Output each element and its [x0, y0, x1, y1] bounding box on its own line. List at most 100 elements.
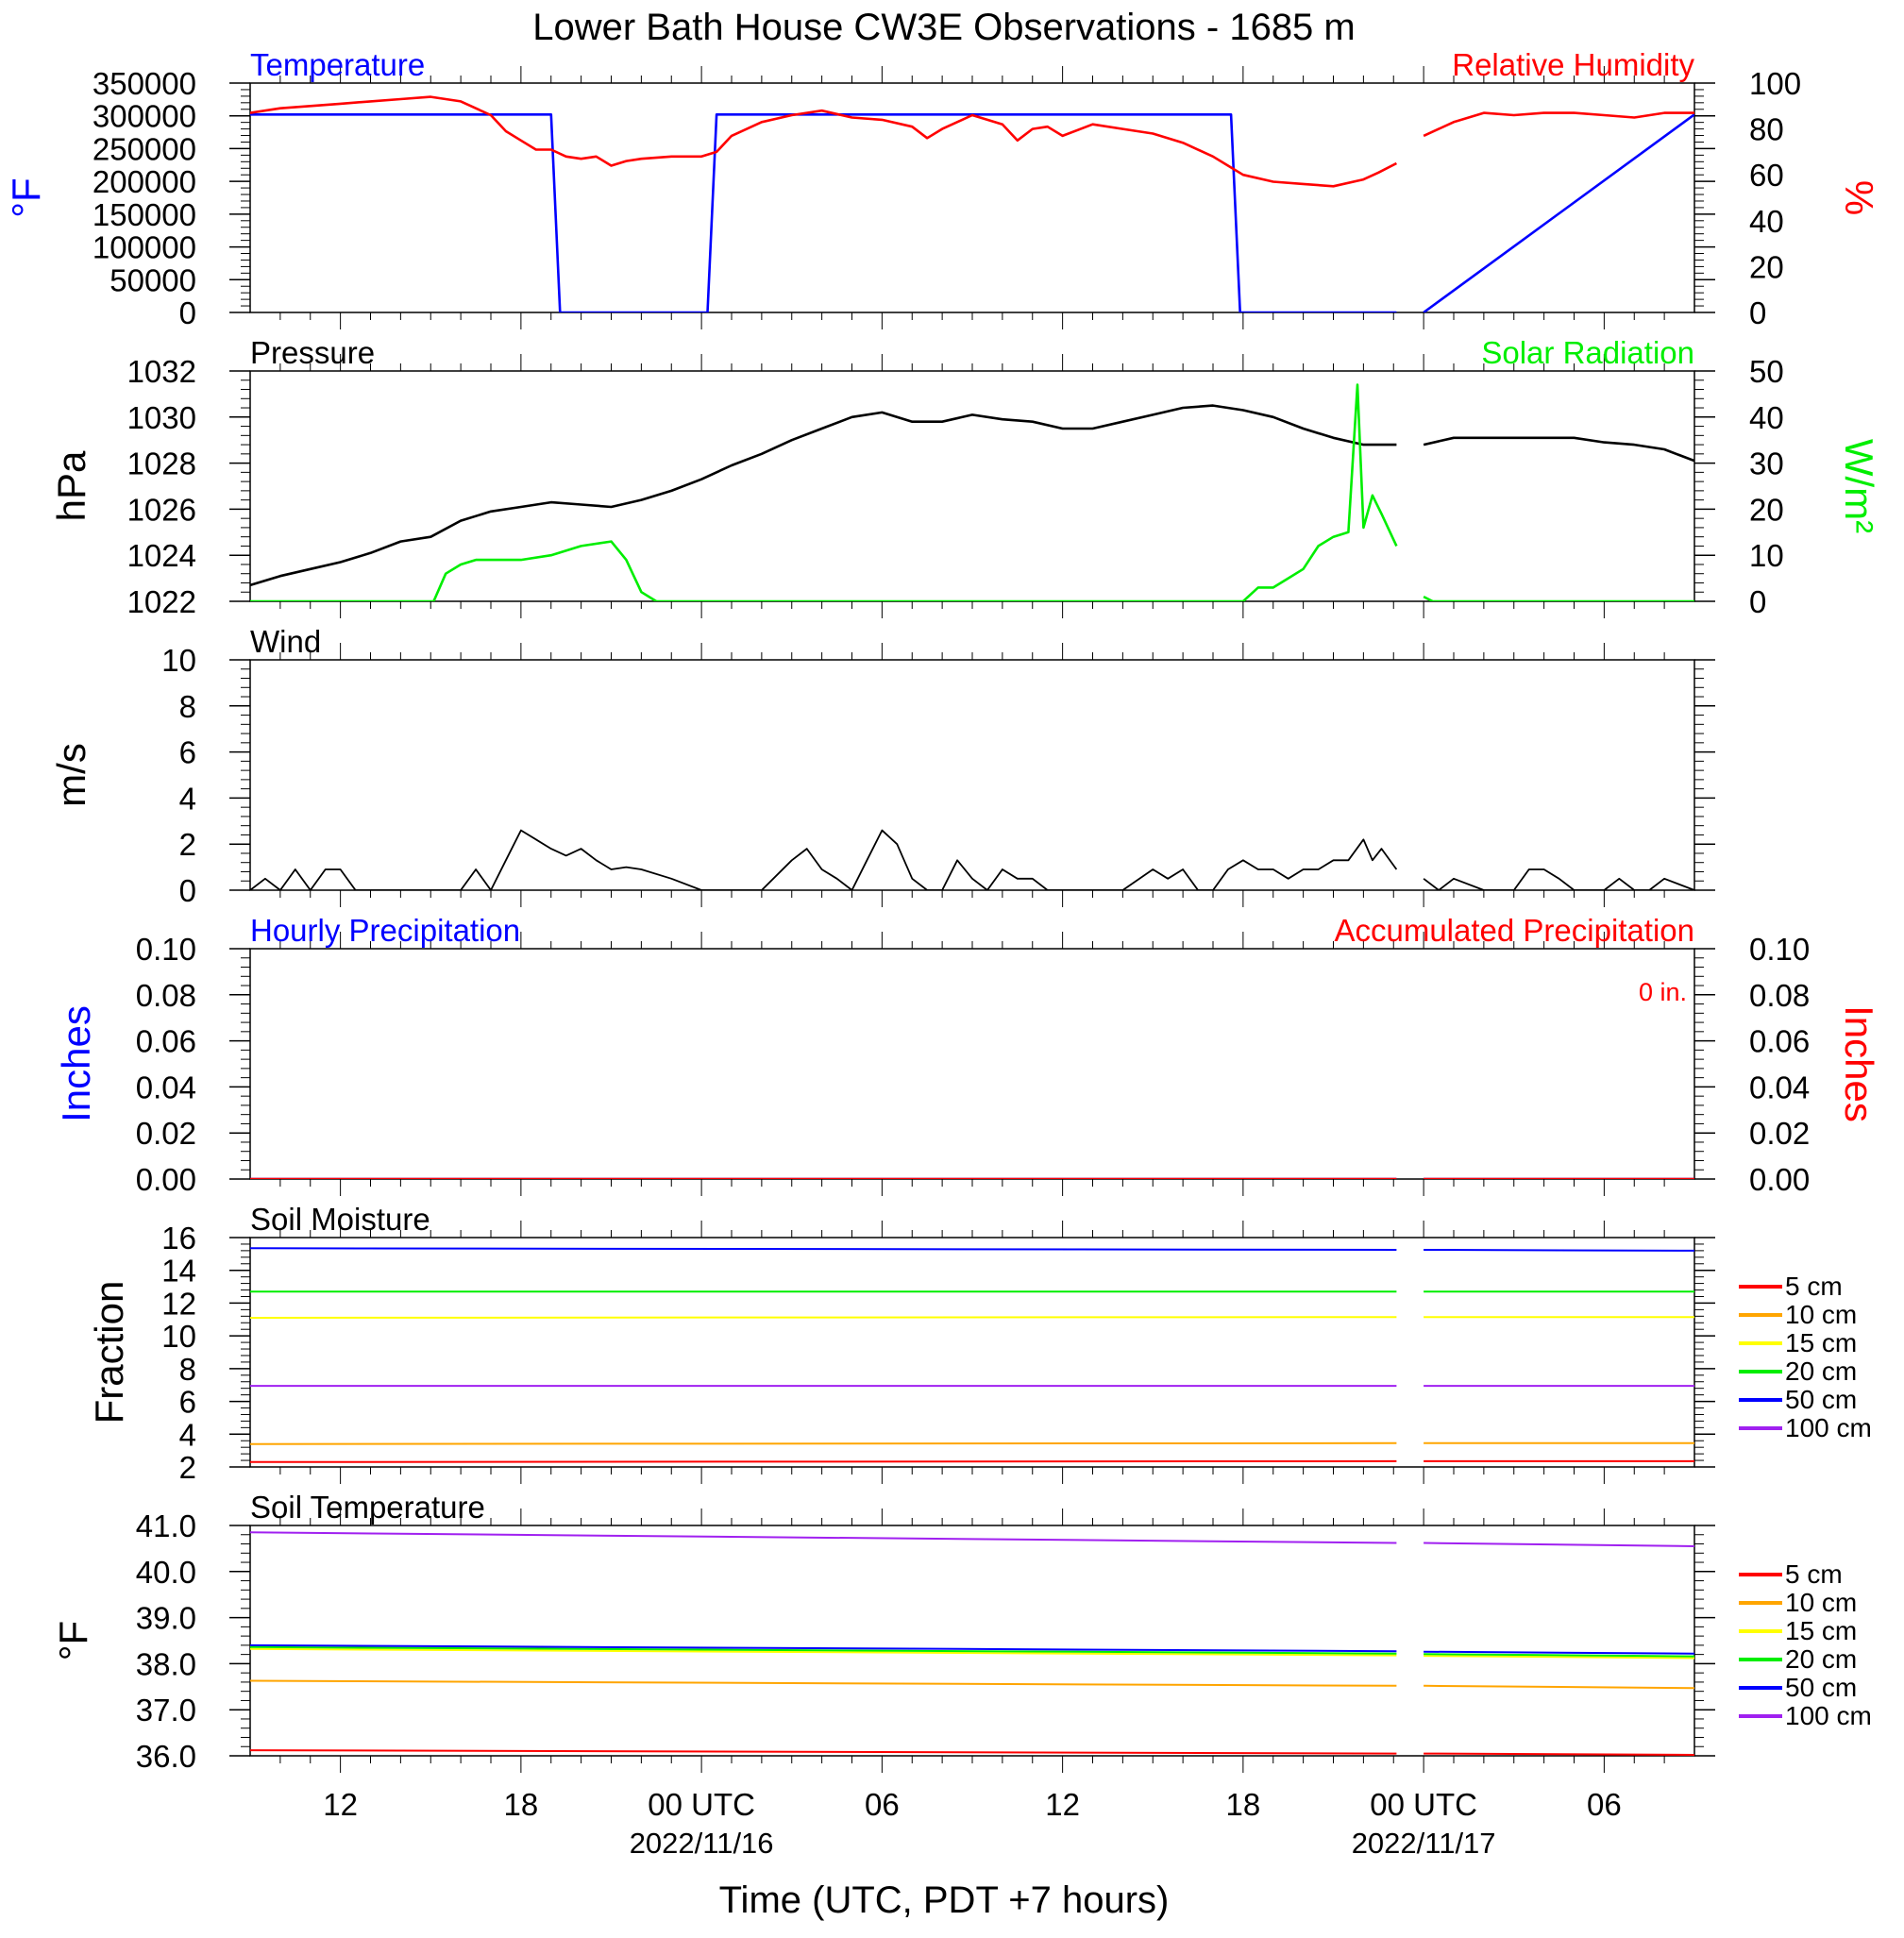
y-tick-label-left: 250000	[93, 131, 196, 166]
y-tick-label-left: 10	[161, 643, 196, 678]
x-tick-label: 18	[504, 1787, 539, 1822]
legend-label: 100 cm	[1785, 1413, 1872, 1442]
y-tick-label-right: 20	[1749, 492, 1784, 527]
x-tick-label: 12	[323, 1787, 358, 1822]
y-tick-label-left: 38.0	[136, 1646, 196, 1681]
time-axis-labels: 12 18 00 UTC 2022/11/16 06 12 18 00 UTC 2022/11/…	[323, 1787, 1621, 1860]
y-axis-title-left: °F	[4, 177, 48, 217]
panel-title-left: Wind	[250, 624, 321, 659]
y-tick-label-left: 40.0	[136, 1555, 196, 1590]
y-tick-label-right: 0.04	[1749, 1070, 1810, 1104]
y-tick-label-left: 4	[179, 1417, 196, 1452]
y-tick-label-left: 2	[179, 1450, 196, 1485]
y-tick-label-left: 1024	[127, 538, 196, 573]
legend-label: 5 cm	[1785, 1272, 1843, 1301]
panel-title-left: Soil Moisture	[250, 1202, 430, 1237]
x-axis-title: Time (UTC, PDT +7 hours)	[719, 1879, 1170, 1921]
y-tick-label-right: 0	[1749, 295, 1766, 330]
y-tick-label-left: 16	[161, 1221, 196, 1255]
panel-frame	[249, 1525, 1695, 1757]
panel-title-right: Relative Humidity	[1452, 47, 1694, 82]
y-tick-label-left: 39.0	[136, 1601, 196, 1636]
series-line-solar-radiation	[250, 383, 1694, 601]
series-line-15-cm	[250, 1647, 1694, 1660]
accumulated-total-label: 0 in.	[1639, 978, 1687, 1006]
legend-label: 5 cm	[1785, 1559, 1843, 1589]
y-tick-label-left: 150000	[93, 197, 196, 232]
y-tick-label-left: 8	[179, 689, 196, 724]
y-tick-label-right: 0.06	[1749, 1024, 1810, 1059]
y-tick-label-right: 0.10	[1749, 932, 1810, 967]
legend-label: 100 cm	[1785, 1701, 1872, 1730]
panel-frame	[249, 948, 1695, 1180]
x-tick-label: 00 UTC	[648, 1787, 755, 1822]
legend-label: 10 cm	[1785, 1588, 1857, 1617]
y-tick-label-right: 0.00	[1749, 1162, 1810, 1197]
y-axis-title-left: m/s	[49, 743, 93, 807]
y-axis-title-right: Inches	[1837, 1005, 1881, 1122]
panel-title-left: Temperature	[250, 47, 425, 82]
y-tick-label-left: 14	[161, 1254, 196, 1289]
y-tick-label-right: 0.02	[1749, 1116, 1810, 1151]
series-line-10-cm	[250, 1441, 1694, 1445]
x-tick-label: 06	[1587, 1787, 1622, 1822]
y-tick-label-left: 0.04	[136, 1070, 196, 1104]
panel-title-right: Solar Radiation	[1481, 335, 1694, 370]
y-tick-label-left: 0.06	[136, 1024, 196, 1059]
y-tick-label-left: 6	[179, 1385, 196, 1420]
y-tick-label-left: 10	[161, 1319, 196, 1354]
y-tick-label-left: 12	[161, 1286, 196, 1321]
panel-4: 0.00 0.02 0.04 0.06 0.08 0.10 0.00 0.02 0.04 0.06…	[54, 913, 1881, 1197]
y-tick-label-right: 30	[1749, 447, 1784, 481]
y-tick-label-right: 40	[1749, 204, 1784, 239]
y-axis-title-left: hPa	[49, 450, 93, 521]
legend-label: 20 cm	[1785, 1357, 1857, 1386]
legend-label: 10 cm	[1785, 1300, 1857, 1329]
panel-frame	[249, 370, 1695, 602]
y-tick-label-left: 0.00	[136, 1162, 196, 1197]
x-date-label: 2022/11/16	[630, 1827, 774, 1860]
panel-title-left: Pressure	[250, 335, 375, 370]
series-line-15-cm	[250, 1316, 1694, 1319]
y-axis-title-right: %	[1837, 180, 1881, 215]
legend-label: 50 cm	[1785, 1385, 1857, 1414]
series-line-wind	[250, 829, 1694, 890]
y-tick-label-left: 1022	[127, 584, 196, 619]
y-axis-title-left: °F	[51, 1621, 95, 1660]
y-tick-label-right: 0	[1749, 584, 1766, 619]
y-tick-label-right: 80	[1749, 112, 1784, 147]
panel-2: 1022 1024 1026 1028 1030 1032 0 10 20 30 40 50 Press…	[49, 335, 1881, 619]
series-line-5-cm	[250, 1459, 1694, 1463]
y-tick-label-left: 100000	[93, 230, 196, 265]
y-tick-label-left: 200000	[93, 164, 196, 199]
y-tick-label-right: 50	[1749, 354, 1784, 389]
panel-title-left: Hourly Precipitation	[250, 913, 520, 948]
y-tick-label-left: 8	[179, 1352, 196, 1387]
y-tick-label-left: 0	[179, 295, 196, 330]
x-tick-label: 12	[1045, 1787, 1080, 1822]
panel-frame	[249, 1237, 1695, 1468]
series-line-temperature	[250, 113, 1694, 312]
y-tick-label-left: 1030	[127, 400, 196, 435]
y-tick-label-right: 0.08	[1749, 978, 1810, 1013]
series-line-50-cm	[250, 1247, 1694, 1252]
panel-title-left: Soil Temperature	[250, 1490, 485, 1525]
y-tick-label-left: 300000	[93, 99, 196, 134]
y-tick-label-left: 41.0	[136, 1508, 196, 1543]
panel-3: 0 2 4 6 8 10 Wind m/s	[49, 624, 1715, 908]
x-tick-label: 18	[1226, 1787, 1261, 1822]
x-date-label: 2022/11/17	[1352, 1827, 1496, 1860]
y-tick-label-left: 0.02	[136, 1116, 196, 1151]
y-tick-label-left: 50000	[110, 262, 196, 297]
panel-frame	[249, 82, 1695, 313]
y-tick-label-right: 100	[1749, 66, 1801, 101]
panel-6: 36.0 37.0 38.0 39.0 40.0 41.0 Soil Temperature…	[51, 1490, 1872, 1774]
legend-label: 20 cm	[1785, 1644, 1857, 1674]
y-tick-label-left: 4	[179, 781, 196, 816]
y-axis-title-left: Fraction	[87, 1281, 131, 1424]
y-tick-label-right: 10	[1749, 538, 1784, 573]
legend-label: 15 cm	[1785, 1328, 1857, 1357]
figure-title: Lower Bath House CW3E Observations - 168…	[532, 7, 1356, 48]
series-line-100-cm	[250, 1531, 1694, 1547]
